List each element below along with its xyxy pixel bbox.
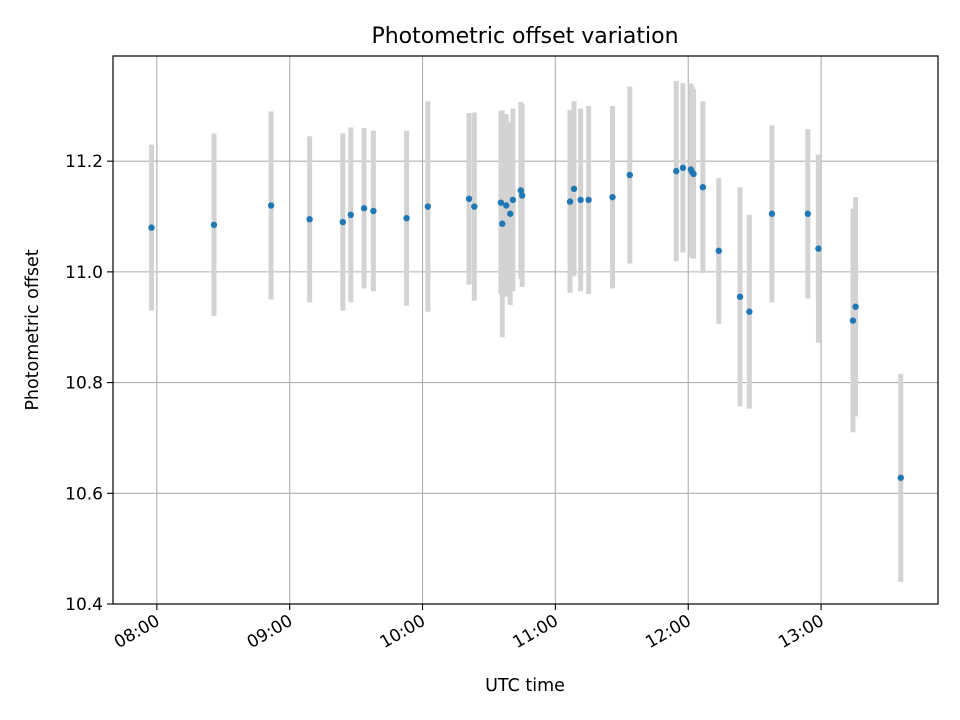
data-point (339, 218, 347, 226)
data-point (497, 199, 505, 206)
data-point (815, 245, 822, 252)
data-point (403, 214, 410, 222)
data-point (570, 185, 578, 193)
data-point (577, 196, 584, 204)
data-point (736, 293, 744, 300)
y-axis-ticks: 10.4 10.6 10.8 11.0 11.2 (65, 152, 113, 615)
data-point (626, 171, 633, 179)
data-point (503, 202, 510, 209)
data-point (897, 474, 905, 481)
data-point (210, 221, 218, 229)
data-point (518, 192, 526, 199)
data-point (746, 308, 753, 315)
data-point (566, 198, 574, 205)
chart-title: Photometric offset variation (371, 24, 678, 49)
data-point (360, 205, 368, 212)
data-point (424, 203, 432, 210)
y-tick-label: 11.0 (65, 263, 103, 283)
data-point (370, 207, 377, 215)
data-point (509, 196, 517, 204)
y-tick-label: 10.8 (65, 374, 103, 394)
data-points (148, 164, 905, 481)
data-point (471, 203, 478, 210)
data-point (609, 193, 616, 201)
grid (113, 56, 938, 605)
data-point (517, 187, 525, 194)
y-tick-label: 10.4 (65, 595, 103, 615)
data-point (148, 224, 155, 231)
data-point (347, 211, 355, 219)
y-tick-label: 11.2 (65, 152, 103, 172)
data-point (804, 210, 812, 217)
data-point (465, 195, 473, 203)
y-axis-label: Photometric offset (23, 249, 43, 410)
data-point (679, 164, 687, 172)
data-point (690, 170, 697, 178)
data-point (306, 216, 313, 223)
data-point (499, 220, 506, 227)
y-tick-label: 10.6 (65, 484, 103, 504)
data-point (673, 167, 680, 175)
data-point (849, 317, 857, 324)
data-point (768, 210, 776, 217)
data-point (852, 303, 859, 310)
data-point (507, 210, 514, 217)
data-point (267, 202, 275, 209)
data-point (699, 183, 707, 191)
x-axis-label: UTC time (485, 676, 565, 696)
data-point (715, 247, 722, 255)
plot-area-frame (112, 55, 939, 605)
data-point (585, 196, 592, 204)
